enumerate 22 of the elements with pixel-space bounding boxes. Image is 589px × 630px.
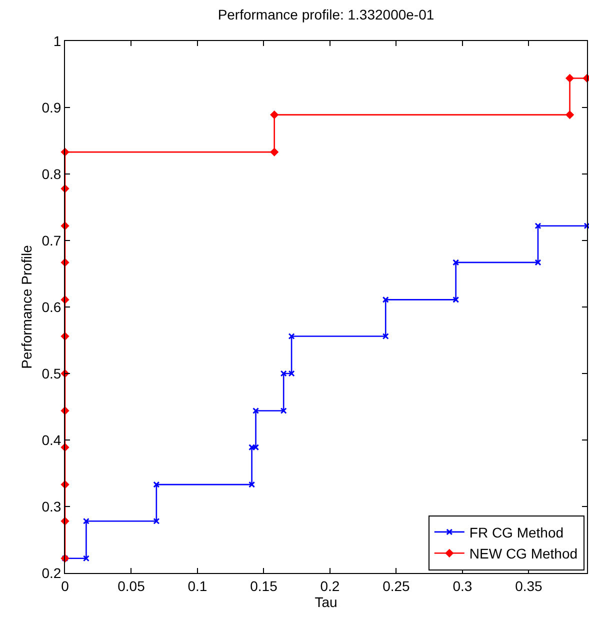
x-tick-label: 0.05 bbox=[118, 578, 146, 594]
y-tick-label: 0.5 bbox=[42, 365, 62, 382]
x-tick-label: 0.2 bbox=[320, 578, 340, 594]
legend-label: FR CG Method bbox=[469, 524, 564, 540]
x-tick-label: 0 bbox=[61, 578, 70, 594]
y-tick-label: 0.7 bbox=[42, 232, 62, 248]
x-tick-label: 0.35 bbox=[515, 578, 543, 594]
y-tick-label: 0.4 bbox=[42, 432, 62, 448]
legend-label: NEW CG Method bbox=[469, 546, 578, 562]
y-tick-label: 0.2 bbox=[42, 564, 62, 581]
x-tick-label: 0.3 bbox=[452, 578, 472, 594]
x-axis-title: Tau bbox=[314, 594, 338, 610]
y-axis-title: Performance Profile bbox=[18, 244, 34, 369]
x-tick-label: 0.1 bbox=[188, 578, 208, 594]
x-tick-label: 0.25 bbox=[382, 578, 410, 594]
chart-title: Performance profile: 1.332000e-01 bbox=[218, 6, 434, 22]
y-tick-label: 0.8 bbox=[42, 166, 62, 182]
y-tick-label: 1 bbox=[53, 32, 62, 49]
x-tick-label: 0.15 bbox=[250, 578, 278, 594]
y-tick-label: 0.6 bbox=[42, 298, 62, 315]
y-tick-label: 0.3 bbox=[42, 498, 62, 514]
y-tick-label: 0.9 bbox=[42, 99, 62, 116]
